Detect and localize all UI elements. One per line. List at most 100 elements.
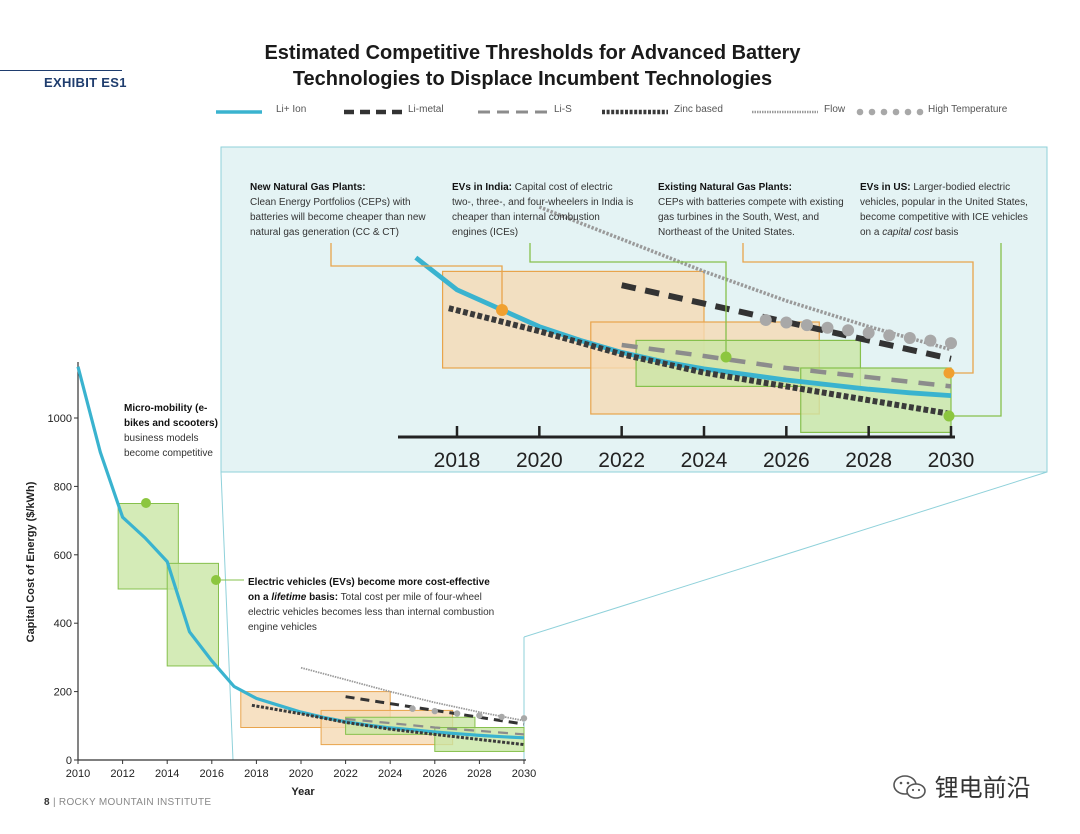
marker-existing-gas [943, 367, 955, 379]
inset-x-tick-label-2020: 2020 [516, 449, 563, 472]
exhibit-label: EXHIBIT ES1 [44, 75, 127, 90]
inset-point-high-temperature-2026.5 [800, 319, 813, 332]
legend-label-li-metal: Li-metal [408, 104, 444, 115]
main-y-tick-label-200: 200 [54, 687, 72, 699]
main-y-tick-label-600: 600 [54, 550, 72, 562]
leader-existing-gas [742, 243, 974, 374]
main-x-tick-label-2026: 2026 [423, 768, 447, 780]
inset-x-tick-label-2030: 2030 [928, 449, 975, 472]
main-series-li-ion [76, 366, 525, 740]
inset-leader-lines [330, 243, 1002, 422]
inset-box-existing-natural-gas-plants [635, 339, 862, 387]
legend-swatch-high-temp [856, 108, 924, 116]
main-series-li-s [345, 717, 525, 736]
annotation-existing-gas-bold: Existing Natural Gas Plants: [658, 182, 792, 193]
annotation-evs-india-text: Capital cost of electric two-, three-, a… [452, 182, 634, 238]
legend-label-li-ion: Li+ Ion [276, 104, 307, 115]
chart-title: Estimated Competitive Thresholds for Adv… [200, 40, 865, 92]
inset-point-high-temperature-2027 [821, 321, 834, 334]
annotation-existing-gas-text: CEPs with batteries compete with existin… [658, 197, 844, 238]
inset-series-flow [538, 205, 952, 352]
zoom-line-right [523, 471, 1048, 638]
inset-point-high-temperature-2028 [862, 326, 875, 339]
annotation-ev-lifetime: Electric vehicles (EVs) become more cost… [248, 575, 498, 635]
inset-series-li-s [621, 342, 952, 389]
marker-evs-india [720, 351, 732, 363]
annotation-evs-india: EVs in India: Capital cost of electric t… [452, 180, 637, 240]
annotation-micro-mobility: Micro-mobility (e-bikes and scooters) bu… [124, 401, 224, 461]
legend: Li+ Ion Li-metal Li-S Zinc based Flow Hi… [214, 104, 1054, 120]
main-series-zinc-based [251, 703, 525, 747]
annotation-evs-us-text-1: Larger-bodied electric vehicles, popular… [860, 182, 1028, 238]
main-markers [141, 498, 244, 585]
chart-title-line-2: Technologies to Displace Incumbent Techn… [292, 68, 773, 90]
marker-ev-lifetime [211, 575, 221, 585]
main-x-tick-label-2010: 2010 [66, 768, 90, 780]
main-point-high-temperature-2026 [431, 707, 438, 715]
main-x-tick-label-2016: 2016 [200, 768, 224, 780]
leader-evs-india [529, 243, 727, 357]
inset-x-tick-label-2028: 2028 [845, 449, 892, 472]
inset-series-high-temperature [759, 313, 957, 350]
inset-axis: 2018 2020 2022 2024 2026 2028 2030 [398, 426, 974, 472]
main-series-high-temperature [409, 705, 528, 722]
marker-evs-us [943, 410, 955, 422]
annotation-new-gas-bold: New Natural Gas Plants: [250, 182, 366, 193]
annotation-evs-us-bold: EVs in US: [860, 182, 911, 193]
chart-title-line-1: Estimated Competitive Thresholds for Adv… [264, 42, 801, 64]
main-box-electric-vehicles-lifetime-basis [166, 562, 219, 667]
inset-x-tick-label-2024: 2024 [681, 449, 728, 472]
annotation-ev-lifetime-text: Total cost per mile of four-wheel electr… [248, 592, 495, 633]
marker-new-gas [496, 304, 508, 316]
main-x-tick-label-2020: 2020 [289, 768, 313, 780]
main-point-high-temperature-2030 [520, 715, 528, 722]
main-x-tick-label-2012: 2012 [110, 768, 134, 780]
annotation-ev-lifetime-bold-2: basis: [306, 592, 339, 603]
annotation-ev-lifetime-bold-1: Electric vehicles (EVs) become more cost… [248, 577, 490, 603]
marker-micro-mobility [141, 498, 151, 508]
main-x-tick-label-2018: 2018 [244, 768, 268, 780]
inset-point-high-temperature-2028.5 [883, 329, 896, 342]
main-x-axis-label: Year [291, 786, 315, 798]
annotation-evs-india-bold: EVs in India: [452, 182, 513, 193]
annotation-new-gas-text: Clean Energy Portfolios (CEPs) with batt… [250, 197, 426, 238]
main-y-tick-label-0: 0 [66, 755, 72, 767]
main-point-high-temperature-2028 [476, 712, 483, 719]
main-point-high-temperature-2029 [498, 713, 505, 721]
footer-org: | ROCKY MOUNTAIN INSTITUTE [49, 797, 212, 808]
inset-x-tick-label-2026: 2026 [763, 449, 810, 472]
inset-x-tick-label-2022: 2022 [598, 449, 645, 472]
inset-series-zinc-based [448, 305, 952, 417]
main-point-high-temperature-2027 [453, 710, 461, 717]
main-axes: 2010 2012 2014 2016 2018 2020 2022 2024 2026 2028… [25, 362, 536, 798]
main-x-tick-label-2022: 2022 [333, 768, 357, 780]
footer: 8 | ROCKY MOUNTAIN INSTITUTE [44, 797, 211, 808]
legend-label-high-temp: High Temperature [928, 104, 1008, 115]
main-series-flow [300, 666, 525, 722]
main-x-tick-label-2028: 2028 [467, 768, 491, 780]
wechat-icon [893, 775, 926, 799]
main-y-axis-label: Capital Cost of Energy ($/kWh) [25, 481, 37, 642]
legend-swatches [216, 108, 924, 116]
annotation-existing-gas: Existing Natural Gas Plants: CEPs with ba… [658, 180, 853, 240]
main-x-tick-label-2014: 2014 [155, 768, 179, 780]
main-x-tick-label-2024: 2024 [378, 768, 402, 780]
main-y-tick-label-400: 400 [54, 618, 72, 630]
inset-point-high-temperature-2026 [780, 316, 793, 329]
annotation-new-gas: New Natural Gas Plants: Clean Energy Port… [250, 180, 430, 240]
annotation-micro-mobility-bold: Micro-mobility (e-bikes and scooters) [124, 403, 218, 429]
main-y-tick-label-1000: 1000 [48, 413, 72, 425]
inset-point-high-temperature-2029.5 [924, 334, 937, 347]
main-y-tick-label-800: 800 [54, 481, 72, 493]
annotation-ev-lifetime-italic: lifetime [271, 592, 307, 603]
annotation-evs-us-italic: capital cost [882, 227, 933, 238]
leader-new-gas [330, 243, 503, 310]
inset-point-high-temperature-2030 [945, 337, 957, 350]
inset-point-high-temperature-2025.5 [759, 313, 772, 326]
annotation-evs-us-text-2: basis [932, 227, 959, 238]
legend-label-li-s: Li-S [554, 104, 572, 115]
leader-evs-us [952, 243, 1002, 417]
watermark-text: 锂电前沿 [934, 775, 1031, 802]
legend-label-zinc: Zinc based [674, 104, 723, 115]
